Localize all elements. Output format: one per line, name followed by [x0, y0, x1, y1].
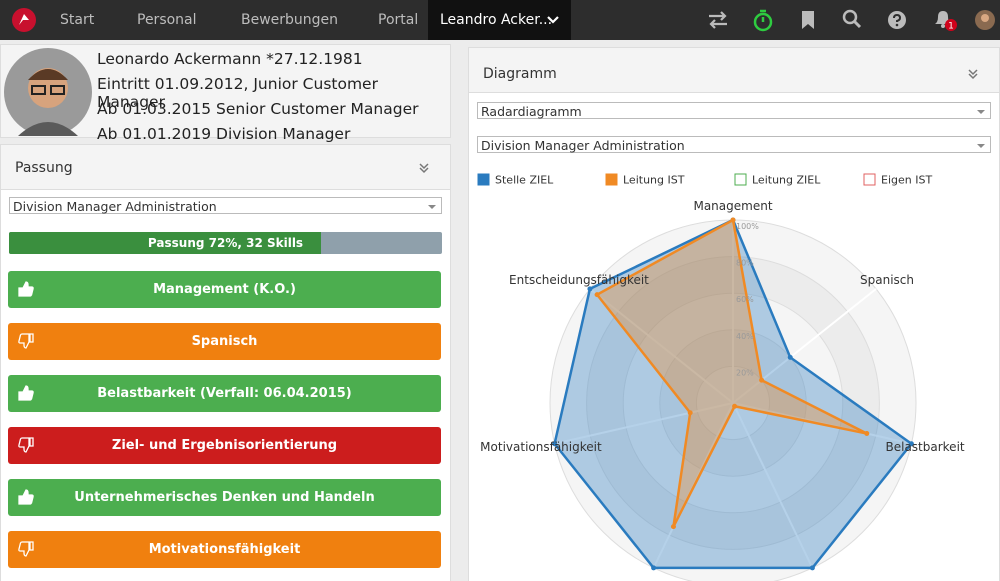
legend-swatch [477, 173, 490, 186]
nav-item[interactable]: Personal [137, 12, 197, 28]
series-point [594, 292, 600, 298]
skill-label: Belastbarkeit (Verfall: 06.04.2015) [97, 386, 352, 401]
axis-label: Belastbarkeit [886, 440, 965, 454]
progress-fill [9, 232, 321, 254]
skill-label: Ziel- und Ergebnisorientierung [111, 438, 338, 453]
spoke [732, 288, 877, 404]
series-point [787, 354, 793, 360]
r-tick-label: 80% [736, 259, 754, 268]
legend-label: Leitung ZIEL [752, 174, 821, 187]
series-point [864, 431, 870, 437]
r-tick-label: 40% [736, 332, 754, 341]
profile-line: Ab 01.03.2015 Senior Customer Manager [97, 100, 419, 118]
timer-icon[interactable] [752, 8, 774, 32]
bookmark-icon[interactable] [800, 10, 816, 30]
badge: 1 [948, 22, 954, 32]
chevron [547, 16, 559, 24]
radar-chart: Stelle ZIEL Leitung IST Leitung ZIEL Eigen … [477, 173, 965, 581]
series-point [587, 286, 593, 292]
profile-line: Eintritt 01.09.2012, Junior Customer Man… [97, 75, 378, 111]
r-tick-label: 60% [736, 295, 754, 304]
switch-icon[interactable] [706, 10, 730, 30]
series-point [732, 403, 738, 409]
profile-line: Leonardo Ackermann *27.12.1981 [97, 50, 363, 68]
logo[interactable] [12, 8, 36, 32]
axis-label: Motivationsfähigkeit [480, 440, 602, 454]
skill-item[interactable]: Management (K.O.) [8, 271, 441, 308]
spoke [589, 288, 734, 404]
select[interactable]: Radardiagramm [477, 102, 991, 119]
series-area [553, 218, 914, 570]
thumb-down [18, 541, 34, 557]
thumb-up [18, 385, 34, 401]
select[interactable]: Division Manager Administration [477, 136, 991, 153]
skill-item[interactable]: Spanisch [8, 323, 441, 360]
thumb-up [18, 281, 34, 297]
series-point [730, 217, 736, 223]
panel-title: Diagramm [483, 66, 557, 82]
panel-header [469, 48, 999, 93]
thumb-down [18, 437, 34, 453]
legend-label: Leitung IST [623, 174, 685, 187]
thumb-down [18, 333, 34, 349]
bell-icon[interactable]: 1 [932, 8, 960, 34]
nav-item[interactable]: Portal [378, 12, 419, 28]
legend-label: Stelle ZIEL [495, 174, 554, 187]
skill-item[interactable]: Unternehmerisches Denken und Handeln [8, 479, 441, 516]
panel-header [1, 145, 450, 190]
axis-label: Management [693, 199, 772, 213]
nav-item[interactable]: Bewerbungen [241, 12, 339, 28]
legend-label: Eigen IST [881, 174, 932, 187]
skill-item[interactable]: Ziel- und Ergebnisorientierung [8, 427, 441, 464]
series-point [908, 441, 914, 447]
profile-photo [4, 48, 92, 136]
series-point [552, 441, 558, 447]
diagramm-panel: Diagramm Radardiagramm Division Manager … [468, 47, 1000, 581]
collapse-icon[interactable] [967, 68, 979, 80]
skill-label: Management (K.O.) [153, 282, 296, 297]
help-icon[interactable] [887, 10, 907, 30]
avatar-small[interactable] [975, 10, 995, 30]
axis-label: Spanisch [860, 273, 914, 287]
spoke [554, 402, 734, 445]
series-point [759, 377, 765, 383]
spoke [732, 402, 814, 569]
select[interactable]: Division Manager Administration [9, 197, 442, 214]
legend-swatch [605, 173, 618, 186]
r-tick-label: 20% [736, 368, 754, 377]
series-area [595, 218, 868, 528]
series-point [809, 565, 815, 571]
search-icon[interactable] [842, 9, 862, 31]
skill-label: Spanisch [191, 334, 258, 349]
user-name: Leandro Acker... [440, 12, 553, 28]
skill-item[interactable]: Belastbarkeit (Verfall: 06.04.2015) [8, 375, 441, 412]
series-point [651, 565, 657, 571]
progress-bar: Passung 72%, 32 Skills [9, 232, 442, 254]
progress-label: Passung 72%, 32 Skills [147, 236, 304, 250]
axis-label: Entscheidungsfähigkeit [509, 273, 649, 287]
thumb-up [18, 489, 34, 505]
series-point [687, 410, 693, 416]
profile-card: Leonardo Ackermann *27.12.1981 Eintritt 0… [0, 44, 451, 161]
top-nav: Leandro Acker... 1 [0, 0, 1000, 40]
user-menu[interactable]: Leandro Acker... [428, 0, 571, 40]
legend-swatch [734, 173, 747, 186]
skill-label: Unternehmerisches Denken und Handeln [74, 490, 375, 505]
r-tick-label: 100% [736, 222, 759, 231]
legend-swatch [863, 173, 876, 186]
nav-item[interactable]: Start [60, 12, 95, 28]
skill-label: Motivationsfähigkeit [148, 542, 301, 557]
panel-title: Passung [15, 160, 73, 176]
collapse-icon[interactable] [418, 162, 430, 174]
series-point [670, 524, 676, 530]
skill-item[interactable]: Motivationsfähigkeit [8, 531, 441, 568]
